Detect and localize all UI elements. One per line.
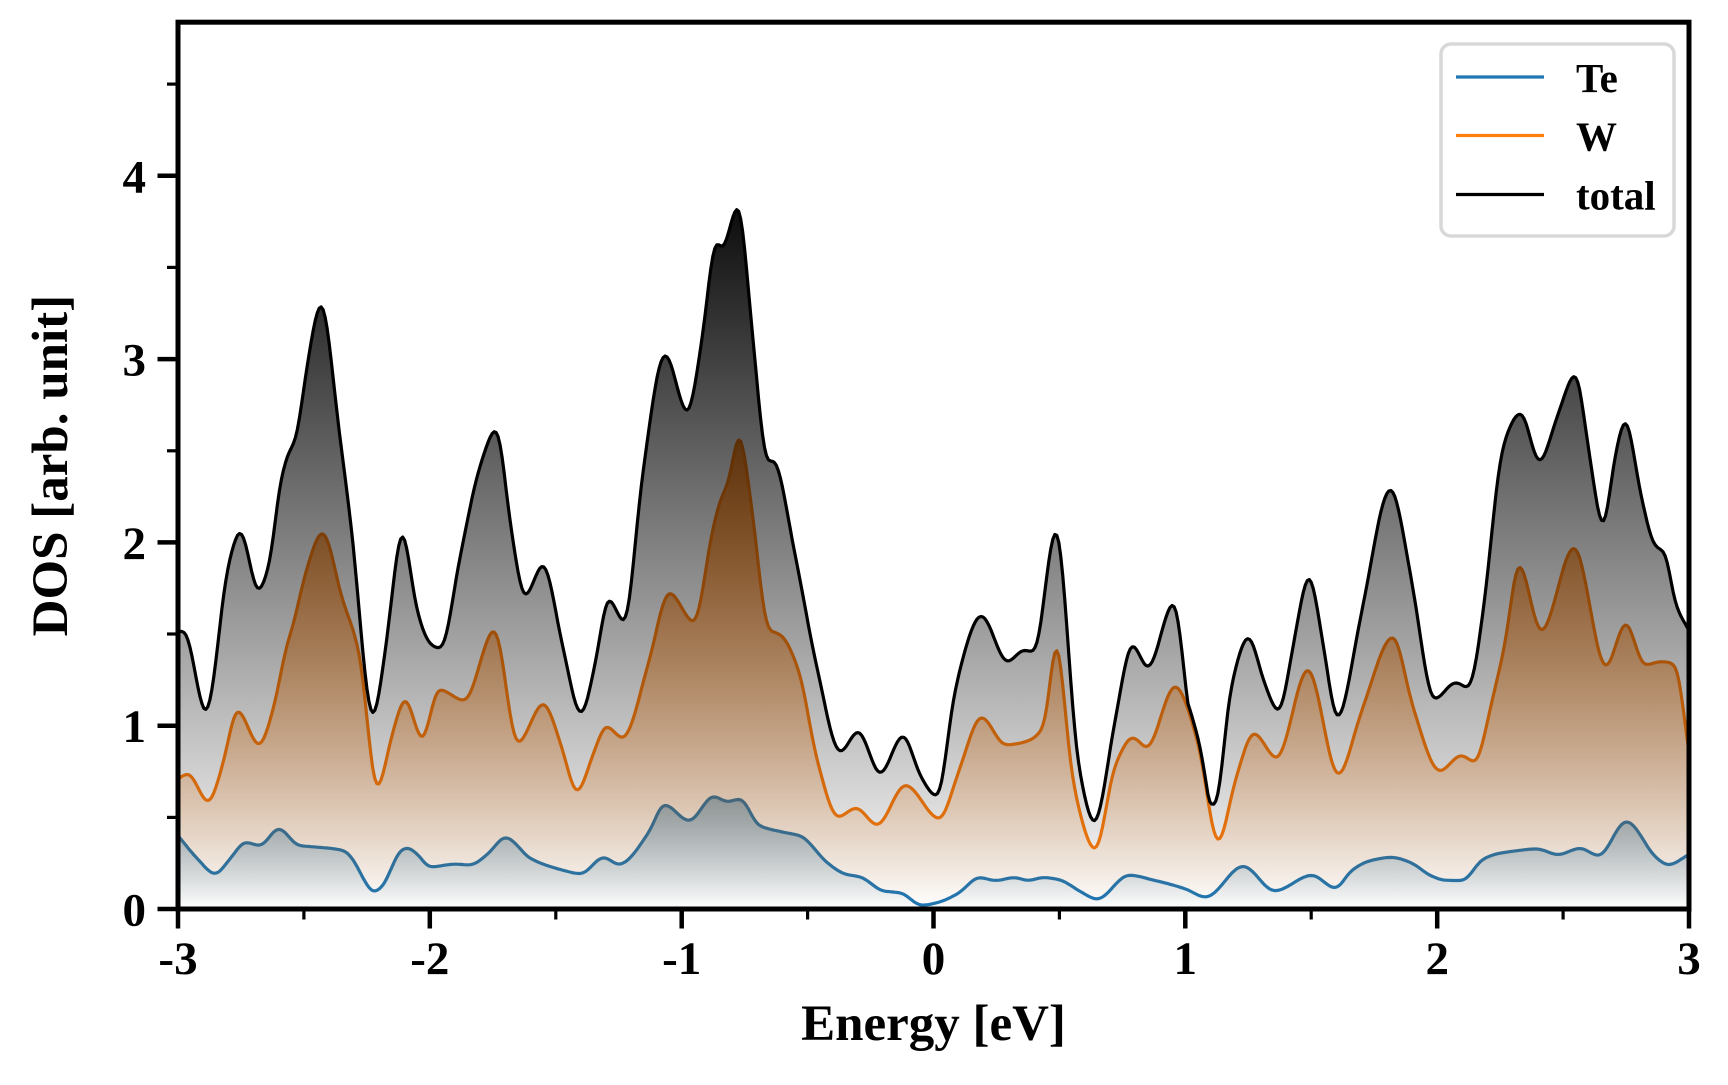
svg-text:0: 0	[922, 933, 946, 985]
svg-text:-1: -1	[662, 933, 701, 985]
svg-text:Te: Te	[1576, 55, 1618, 101]
svg-text:-2: -2	[410, 933, 449, 985]
svg-text:-3: -3	[158, 933, 197, 985]
svg-text:1: 1	[1174, 933, 1198, 985]
svg-text:3: 3	[123, 335, 147, 387]
svg-text:W: W	[1576, 114, 1617, 160]
svg-text:2: 2	[1425, 933, 1449, 985]
svg-text:total: total	[1576, 173, 1656, 219]
svg-text:Energy [eV]: Energy [eV]	[801, 996, 1066, 1052]
svg-text:2: 2	[123, 518, 147, 570]
svg-text:1: 1	[123, 701, 147, 753]
svg-text:3: 3	[1677, 933, 1701, 985]
svg-text:DOS [arb. unit]: DOS [arb. unit]	[23, 295, 79, 636]
svg-text:4: 4	[123, 151, 147, 203]
svg-text:0: 0	[123, 885, 147, 937]
